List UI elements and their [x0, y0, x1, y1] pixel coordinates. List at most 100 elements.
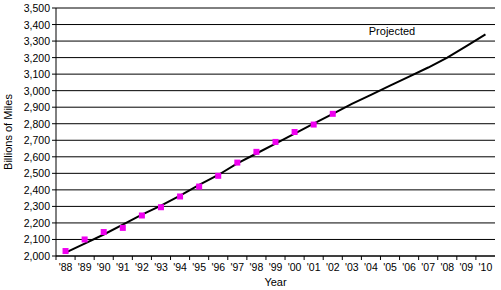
y-tick [52, 156, 56, 157]
data-point [215, 173, 221, 179]
x-tick-label: '96 [211, 261, 225, 273]
y-axis [56, 8, 57, 256]
data-point [139, 212, 145, 218]
x-tick [456, 256, 457, 260]
x-tick-label: '00 [288, 261, 302, 273]
x-tick [380, 256, 381, 260]
y-tick [52, 90, 56, 91]
x-tick [265, 256, 266, 260]
grid-line [56, 206, 495, 207]
grid-line [56, 24, 495, 25]
data-point [273, 139, 279, 145]
x-tick [342, 256, 343, 260]
y-tick-label: 3,300 [24, 35, 50, 47]
y-tick [52, 206, 56, 207]
x-tick [246, 256, 247, 260]
y-tick [52, 123, 56, 124]
y-tick-label: 3,500 [24, 2, 50, 14]
x-tick-label: '09 [460, 261, 474, 273]
data-point [292, 129, 298, 135]
y-tick-label: 2,900 [24, 101, 50, 113]
x-tick [94, 256, 95, 260]
grid-line [56, 57, 495, 58]
x-tick-label: '06 [402, 261, 416, 273]
x-tick-label: '93 [154, 261, 168, 273]
y-tick-label: 2,700 [24, 134, 50, 146]
x-tick-label: '98 [250, 261, 264, 273]
grid-line [56, 41, 495, 42]
data-point [177, 193, 183, 199]
data-point [330, 111, 336, 117]
x-tick [151, 256, 152, 260]
x-tick-label: '10 [479, 261, 493, 273]
data-point [234, 160, 240, 166]
y-tick [52, 74, 56, 75]
x-tick [418, 256, 419, 260]
data-point [82, 236, 88, 242]
y-tick [52, 239, 56, 240]
data-point [196, 184, 202, 190]
y-tick-label: 3,100 [24, 68, 50, 80]
x-tick-label: '01 [307, 261, 321, 273]
x-tick-label: '05 [383, 261, 397, 273]
data-point [311, 122, 317, 128]
data-point [63, 248, 69, 254]
grid-line [56, 107, 495, 108]
x-tick [304, 256, 305, 260]
chart: 2,0002,1002,2002,3002,4002,5002,6002,700… [0, 0, 501, 290]
trend-line [66, 34, 486, 252]
x-tick-label: '04 [364, 261, 378, 273]
x-tick [56, 256, 57, 260]
grid-line [56, 90, 495, 91]
x-tick-label: '99 [269, 261, 283, 273]
x-tick-label: '03 [345, 261, 359, 273]
grid-line [56, 123, 495, 124]
grid-line [56, 8, 495, 9]
x-tick [227, 256, 228, 260]
x-tick-label: '88 [59, 261, 73, 273]
grid-line [56, 173, 495, 174]
data-point [253, 149, 259, 155]
x-tick [132, 256, 133, 260]
annotation: Projected [369, 25, 415, 37]
x-tick-label: '90 [97, 261, 111, 273]
y-tick-label: 2,100 [24, 233, 50, 245]
y-axis-title: Billions of Miles [2, 94, 14, 170]
y-tick [52, 256, 56, 257]
y-tick [52, 222, 56, 223]
y-tick [52, 41, 56, 42]
grid-line [56, 156, 495, 157]
grid-line [56, 74, 495, 75]
y-tick [52, 189, 56, 190]
x-tick [75, 256, 76, 260]
grid-line [56, 189, 495, 190]
y-tick-label: 3,200 [24, 52, 50, 64]
y-tick [52, 57, 56, 58]
y-tick [52, 173, 56, 174]
y-tick-label: 2,500 [24, 167, 50, 179]
x-tick-label: '97 [230, 261, 244, 273]
x-tick-label: '91 [116, 261, 130, 273]
x-tick [285, 256, 286, 260]
grid-line [56, 239, 495, 240]
x-tick-label: '95 [192, 261, 206, 273]
y-tick-label: 2,800 [24, 118, 50, 130]
x-axis [56, 256, 495, 257]
data-point [120, 225, 126, 231]
x-tick [323, 256, 324, 260]
y-tick-label: 2,400 [24, 184, 50, 196]
data-point [101, 229, 107, 235]
x-tick [361, 256, 362, 260]
x-tick [113, 256, 114, 260]
x-tick [189, 256, 190, 260]
x-axis-title: Year [264, 276, 287, 288]
grid-line [56, 222, 495, 223]
y-tick-label: 2,200 [24, 217, 50, 229]
x-tick [208, 256, 209, 260]
grid-line [56, 256, 495, 257]
plot-area [63, 34, 486, 254]
x-tick [475, 256, 476, 260]
y-tick [52, 140, 56, 141]
x-tick-label: '94 [173, 261, 187, 273]
y-tick-label: 2,300 [24, 200, 50, 212]
